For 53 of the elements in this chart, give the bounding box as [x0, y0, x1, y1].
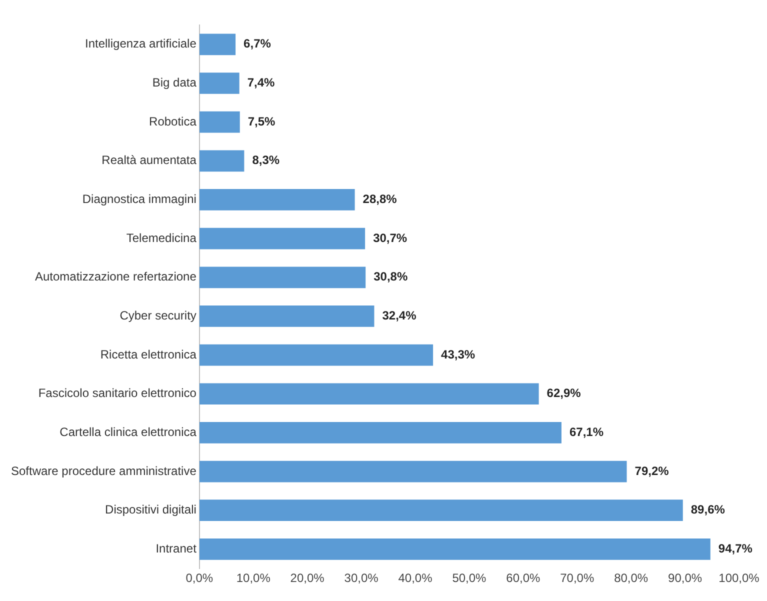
y-tick-label: Intelligenza artificiale — [85, 36, 197, 51]
y-tick-label: Fascicolo sanitario elettronico — [38, 386, 197, 400]
bar — [199, 72, 240, 94]
bar — [199, 150, 244, 172]
y-tick-label: Cartella clinica elettronica — [60, 425, 197, 440]
x-tick-label: 100,0% — [718, 571, 760, 586]
x-tick-label: 10,0% — [236, 571, 271, 586]
data-label: 43,3% — [441, 347, 476, 362]
data-label: 8,3% — [252, 153, 280, 168]
y-tick-label: Cyber security — [120, 308, 196, 323]
x-tick-label: 30,0% — [344, 571, 379, 586]
y-tick-label: Software procedure amministrative — [10, 464, 197, 478]
data-label: 67,1% — [569, 425, 604, 440]
y-tick-label: Automatizzazione refertazione — [34, 270, 197, 284]
bar — [199, 228, 366, 250]
data-label: 94,7% — [718, 542, 753, 556]
data-label: 30,8% — [374, 270, 408, 284]
data-label: 89,6% — [690, 502, 726, 517]
data-label: 32,4% — [382, 308, 417, 323]
data-label: 7,4% — [247, 76, 276, 90]
data-label: 7,5% — [248, 114, 276, 128]
bar — [199, 538, 710, 560]
x-tick-label: 50,0% — [452, 571, 487, 586]
y-tick-label: Telemedicina — [126, 230, 197, 245]
y-tick-label: Robotica — [149, 114, 197, 128]
bar — [199, 189, 355, 210]
x-tick-label: 60,0% — [506, 571, 541, 586]
bar — [199, 460, 627, 482]
x-tick-label: 20,0% — [290, 571, 325, 586]
bar — [199, 500, 683, 522]
y-tick-label: Big data — [152, 76, 197, 90]
y-tick-label: Realtà aumentata — [102, 153, 197, 168]
bar — [199, 383, 539, 405]
data-label: 6,7% — [244, 36, 272, 51]
x-tick-label: 70,0% — [560, 571, 594, 586]
data-label: 79,2% — [634, 464, 670, 478]
bar — [199, 111, 240, 133]
y-tick-label: Diagnostica immagini — [82, 192, 196, 206]
data-label: 30,7% — [373, 230, 408, 245]
y-tick-label: Dispositivi digitali — [105, 502, 196, 517]
bar — [199, 344, 434, 366]
bar — [199, 306, 374, 327]
y-tick-label: Ricetta elettronica — [100, 347, 197, 362]
bar — [199, 34, 236, 56]
bar — [199, 422, 562, 444]
x-tick-label: 0,0% — [186, 571, 214, 586]
x-tick-label: 80,0% — [614, 571, 648, 586]
x-tick-label: 90,0% — [668, 571, 702, 586]
data-label: 28,8% — [362, 192, 398, 206]
data-label: 62,9% — [546, 386, 582, 400]
bar — [199, 266, 366, 288]
x-tick-label: 40,0% — [398, 571, 433, 586]
y-tick-label: Intranet — [156, 542, 198, 556]
